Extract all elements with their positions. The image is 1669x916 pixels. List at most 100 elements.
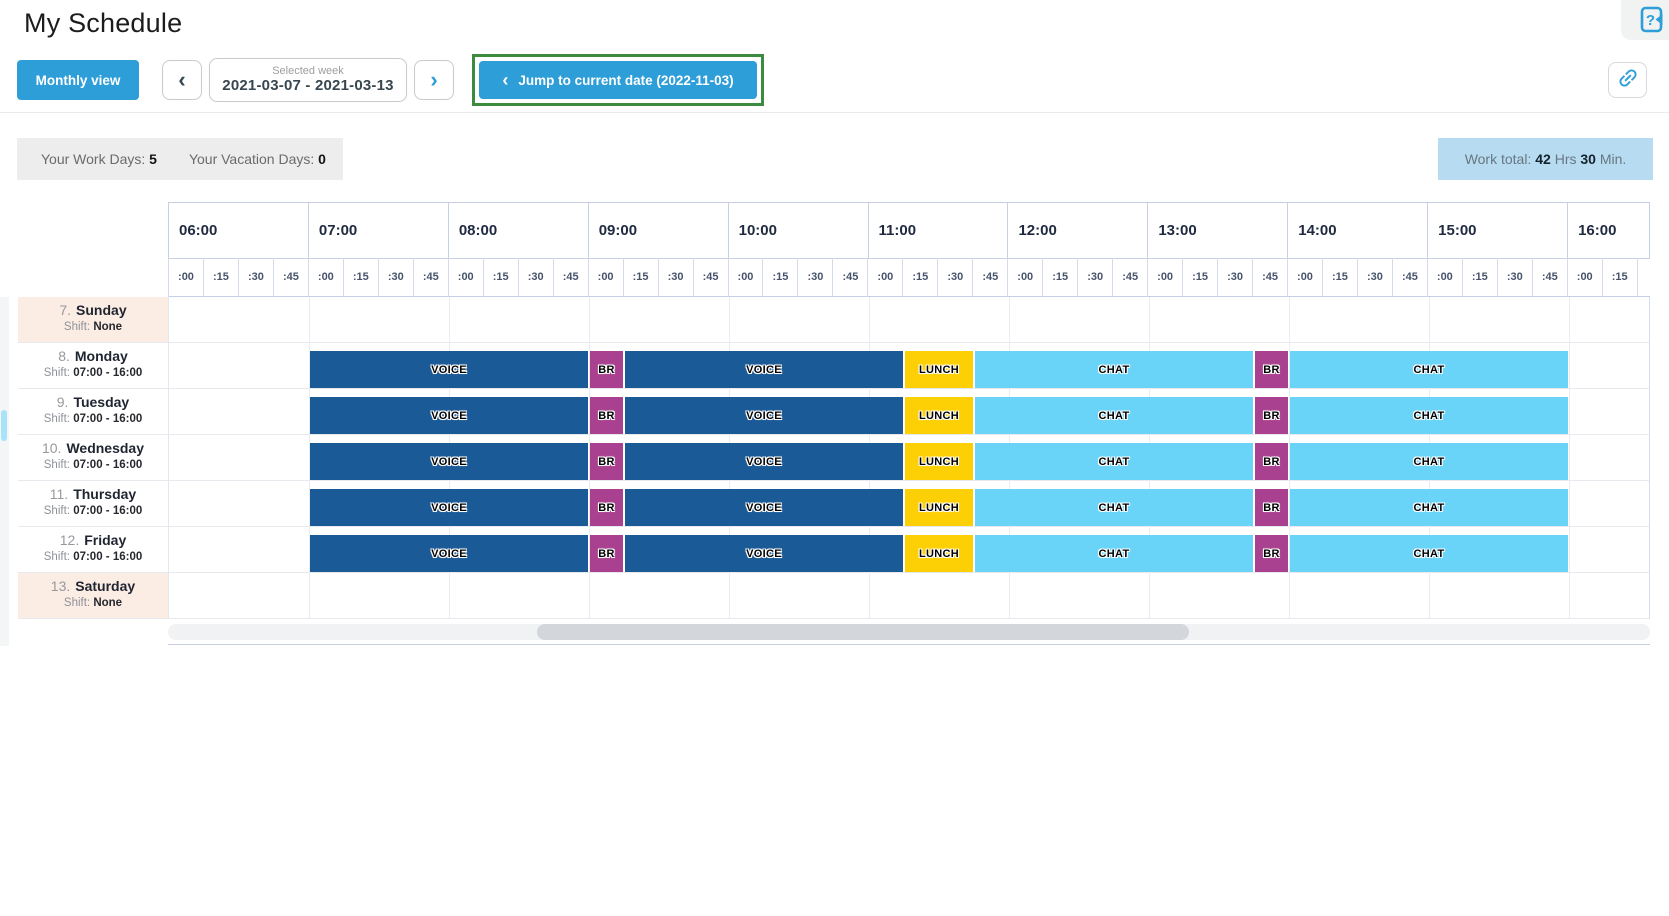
activity-bar-chat[interactable]: CHAT xyxy=(1290,443,1568,480)
activity-bar-voice[interactable]: VOICE xyxy=(625,489,903,526)
activity-bar-chat[interactable]: CHAT xyxy=(975,397,1253,434)
minute-header-cell: :00 xyxy=(1008,258,1044,297)
help-button[interactable]: ? xyxy=(1638,5,1666,35)
shift-label: Shift: xyxy=(43,367,70,379)
shift-label: Shift: xyxy=(43,505,70,517)
shift-label: Shift: xyxy=(43,459,70,471)
monthly-view-button[interactable]: Monthly view xyxy=(17,60,139,100)
minute-header-cell: :15 xyxy=(763,258,799,297)
minute-header-cell: :15 xyxy=(203,258,239,297)
activity-bar-br[interactable]: BR xyxy=(590,489,623,526)
copy-link-button[interactable] xyxy=(1608,62,1647,98)
activity-bar-voice[interactable]: VOICE xyxy=(625,397,903,434)
hour-gridline xyxy=(449,297,450,343)
activity-bar-lunch[interactable]: LUNCH xyxy=(905,351,973,388)
activity-bar-br[interactable]: BR xyxy=(590,443,623,480)
activity-bar-br[interactable]: BR xyxy=(590,397,623,434)
activity-bar-voice[interactable]: VOICE xyxy=(625,535,903,572)
next-week-button[interactable]: › xyxy=(414,60,454,100)
activity-bar-br[interactable]: BR xyxy=(590,535,623,572)
work-days-summary: Your Work Days: 5 Your Vacation Days: 0 xyxy=(17,138,343,180)
previous-week-button[interactable]: ‹ xyxy=(162,60,202,100)
minute-header-cell: :30 xyxy=(518,258,554,297)
activity-bar-br[interactable]: BR xyxy=(1255,351,1288,388)
hour-gridline xyxy=(729,297,730,343)
activity-bar-voice[interactable]: VOICE xyxy=(310,489,588,526)
day-label-thursday: 11. Thursday Shift: 07:00 - 16:00 xyxy=(18,481,168,527)
activity-bar-chat[interactable]: CHAT xyxy=(975,535,1253,572)
activity-bar-br[interactable]: BR xyxy=(590,351,623,388)
minute-header-row: :00:15:30:45:00:15:30:45:00:15:30:45:00:… xyxy=(168,258,1650,297)
activity-bar-chat[interactable]: CHAT xyxy=(1290,351,1568,388)
horizontal-scrollbar[interactable] xyxy=(168,619,1650,645)
hour-gridline xyxy=(589,573,590,619)
day-label-sunday: 7. Sunday Shift: None xyxy=(18,297,168,343)
activity-bar-chat[interactable]: CHAT xyxy=(1290,535,1568,572)
vacation-days-value: 0 xyxy=(318,151,326,167)
minute-header-cell: :45 xyxy=(273,258,309,297)
selected-week-box[interactable]: Selected week 2021-03-07 - 2021-03-13 xyxy=(209,58,407,102)
jump-to-current-date-button[interactable]: ‹ Jump to current date (2022-11-03) xyxy=(479,61,757,99)
hour-gridline xyxy=(1569,343,1570,389)
activity-bar-voice[interactable]: VOICE xyxy=(310,443,588,480)
minute-header-cell: :00 xyxy=(868,258,904,297)
shift-value: None xyxy=(93,321,123,333)
day-name: Wednesday xyxy=(66,440,144,456)
day-row-saturday: 13. Saturday Shift: None xyxy=(18,573,1650,619)
activity-bar-lunch[interactable]: LUNCH xyxy=(905,443,973,480)
work-days-stat: Your Work Days: 5 xyxy=(41,151,157,167)
shift-value: 07:00 - 16:00 xyxy=(73,367,143,379)
minute-header-cell: :15 xyxy=(1183,258,1219,297)
day-shift: Shift: 07:00 - 16:00 xyxy=(18,459,168,471)
activity-bar-lunch[interactable]: LUNCH xyxy=(905,397,973,434)
activity-bar-voice[interactable]: VOICE xyxy=(625,443,903,480)
vertical-scrollbar-track[interactable] xyxy=(0,297,9,646)
activity-bar-lunch[interactable]: LUNCH xyxy=(905,489,973,526)
day-name: Saturday xyxy=(75,578,136,594)
activity-bar-chat[interactable]: CHAT xyxy=(975,351,1253,388)
hour-gridline xyxy=(1429,297,1430,343)
activity-bar-voice[interactable]: VOICE xyxy=(625,351,903,388)
svg-text:?: ? xyxy=(1646,12,1655,29)
minute-header-cell: :45 xyxy=(553,258,589,297)
activity-bar-br[interactable]: BR xyxy=(1255,489,1288,526)
minute-header-cell: :00 xyxy=(1288,258,1323,297)
day-grid-tuesday: VOICE BR VOICE LUNCH CHAT BR CHAT xyxy=(168,389,1650,435)
activity-bar-br[interactable]: BR xyxy=(1255,535,1288,572)
minute-header-cell: :30 xyxy=(238,258,274,297)
minute-header-cell: :30 xyxy=(1218,258,1254,297)
activity-bar-chat[interactable]: CHAT xyxy=(975,489,1253,526)
activity-bar-chat[interactable]: CHAT xyxy=(1290,489,1568,526)
activity-bar-br[interactable]: BR xyxy=(1255,397,1288,434)
time-header: 06:00 07:00 08:00 09:00 10:00 11:00 12:00 13:00… xyxy=(168,202,1651,297)
activity-bar-voice[interactable]: VOICE xyxy=(310,397,588,434)
hour-header-cell: 06:00 xyxy=(169,203,309,259)
minute-header-cell: :30 xyxy=(378,258,414,297)
activity-bar-lunch[interactable]: LUNCH xyxy=(905,535,973,572)
day-grid-saturday xyxy=(168,573,1650,619)
shift-value: 07:00 - 16:00 xyxy=(73,551,143,563)
day-row-wednesday: 10. Wednesday Shift: 07:00 - 16:00 VOICE BR V… xyxy=(18,435,1650,481)
day-number: 10. xyxy=(41,440,62,456)
horizontal-scrollbar-thumb[interactable] xyxy=(537,624,1189,640)
shift-label: Shift: xyxy=(43,551,70,563)
vertical-scrollbar-thumb[interactable] xyxy=(1,410,7,441)
activity-bar-chat[interactable]: CHAT xyxy=(1290,397,1568,434)
hour-header-cell: 13:00 xyxy=(1148,203,1289,259)
work-days-value: 5 xyxy=(149,151,157,167)
day-grid-friday: VOICE BR VOICE LUNCH CHAT BR CHAT xyxy=(168,527,1650,573)
day-row-tuesday: 9. Tuesday Shift: 07:00 - 16:00 VOICE BR VOIC… xyxy=(18,389,1650,435)
minute-header-cell: :00 xyxy=(448,258,484,297)
minute-header-cell: :45 xyxy=(833,258,869,297)
hour-gridline xyxy=(309,481,310,527)
activity-bar-br[interactable]: BR xyxy=(1255,443,1288,480)
hour-gridline xyxy=(1289,573,1290,619)
hour-gridline xyxy=(1569,389,1570,435)
activity-bar-voice[interactable]: VOICE xyxy=(310,535,588,572)
day-label-tuesday: 9. Tuesday Shift: 07:00 - 16:00 xyxy=(18,389,168,435)
activity-bar-chat[interactable]: CHAT xyxy=(975,443,1253,480)
page-title: My Schedule xyxy=(24,8,183,38)
activity-bar-voice[interactable]: VOICE xyxy=(310,351,588,388)
day-shift: Shift: None xyxy=(18,321,168,333)
minute-header-cell: :15 xyxy=(1322,258,1358,297)
